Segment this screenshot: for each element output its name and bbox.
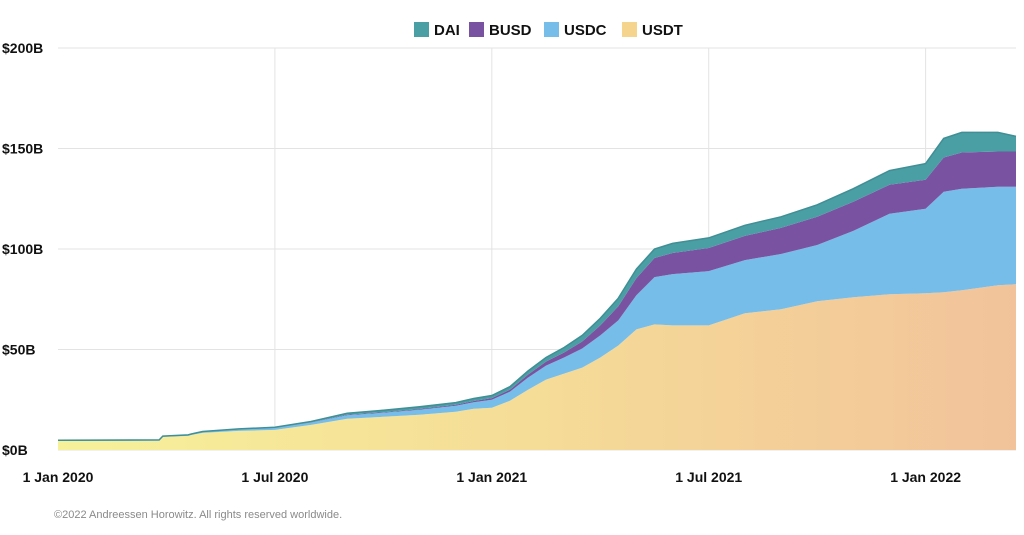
x-tick-label: 1 Jan 2022	[890, 469, 961, 485]
legend-swatch-busd	[469, 22, 484, 37]
x-axis: 1 Jan 2020 1 Jul 2020 1 Jan 2021 1 Jul 2021…	[23, 469, 962, 485]
x-tick-label: 1 Jul 2021	[675, 469, 742, 485]
y-tick-label: $50B	[2, 342, 35, 358]
legend-label-dai: DAI	[434, 22, 460, 39]
y-tick-label: $0B	[2, 442, 28, 458]
area-usdt	[58, 284, 1016, 450]
footnote: ©2022 Andreessen Horowitz. All rights re…	[54, 509, 342, 521]
legend-swatch-usdc	[544, 22, 559, 37]
y-tick-label: $150B	[2, 141, 43, 157]
x-tick-label: 1 Jan 2021	[456, 469, 527, 485]
legend-label-usdt: USDT	[642, 22, 683, 39]
legend-swatch-usdt	[622, 22, 637, 37]
total-outline	[57, 131, 1017, 441]
legend-swatch-dai	[414, 22, 429, 37]
legend-label-busd: BUSD	[489, 22, 532, 39]
area-usdc	[58, 186, 1016, 441]
stacked-areas	[57, 131, 1017, 450]
x-tick-label: 1 Jan 2020	[23, 469, 94, 485]
legend-label-usdc: USDC	[564, 22, 607, 39]
legend: DAI BUSD USDC USDT	[414, 22, 683, 39]
y-tick-label: $100B	[2, 241, 43, 257]
y-axis: $0B $50B $100B $150B $200B	[2, 40, 43, 458]
y-tick-label: $200B	[2, 40, 43, 56]
x-tick-label: 1 Jul 2020	[241, 469, 308, 485]
